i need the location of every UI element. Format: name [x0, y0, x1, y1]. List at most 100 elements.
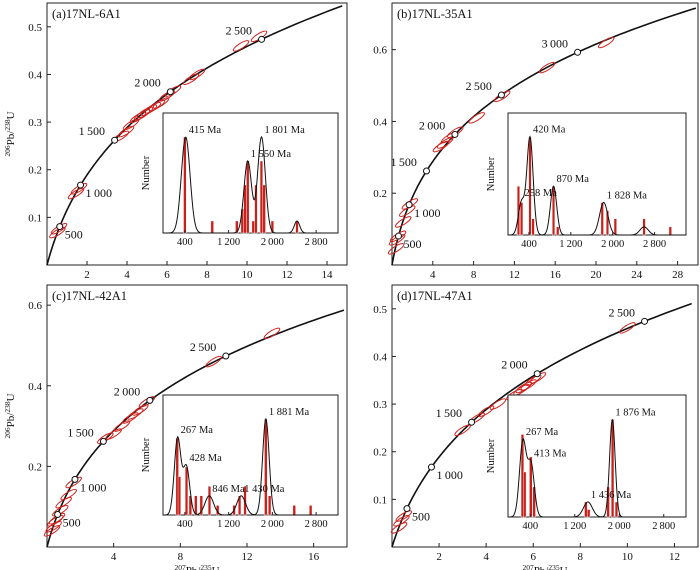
panel-a: 500 1 000 1 500 2 000 2 500 2 4 6 8 10 12 14 0.1 0.2 0… [3, 2, 348, 281]
panel-title: (c)17NL-42A1 [52, 289, 127, 303]
age-marker [641, 317, 649, 325]
x-tick-label: 14 [322, 269, 334, 281]
age-label: 1 500 [79, 124, 105, 138]
histogram-bar [295, 220, 299, 234]
x-tick-label: 4 [111, 551, 117, 563]
histogram-bar [587, 509, 591, 518]
age-label: 1 000 [436, 468, 462, 482]
inset-x-tick-label: 1 200 [217, 237, 240, 248]
analysis-ellipse [47, 515, 64, 527]
analysis-ellipse [60, 488, 77, 501]
peak-age-label: 420 Ma [533, 125, 566, 136]
age-marker [533, 370, 541, 378]
histogram-bar [520, 202, 524, 236]
histogram-bar [531, 218, 535, 236]
age-marker [405, 201, 413, 209]
analysis-ellipse [454, 424, 471, 437]
x-tick-label: 16 [550, 269, 562, 281]
age-marker [166, 88, 174, 96]
histogram-bar [184, 466, 189, 516]
x-tick-label: 4 [430, 269, 436, 281]
y-axis-label: 206Pb/238U [3, 111, 18, 156]
analysis-ellipse [394, 216, 412, 228]
histogram-bar [177, 476, 181, 516]
peak-age-label: 415 Ma [189, 125, 222, 136]
peak-age-label: 1 876 Ma [615, 407, 656, 418]
inset-x-tick-label: 2 800 [643, 239, 666, 250]
histogram-bar [183, 136, 187, 234]
inset-x-tick-label: 2 000 [261, 237, 284, 248]
y-tick-label: 0.2 [28, 461, 42, 473]
y-tick-label: 0.4 [28, 381, 42, 393]
age-marker [77, 181, 85, 189]
histogram-bar [210, 220, 214, 234]
age-label: 2 000 [114, 384, 140, 398]
y-axis-label: 206Pb/238U [3, 393, 18, 438]
x-tick-label: 24 [631, 269, 643, 281]
analysis-ellipse [619, 322, 636, 334]
age-marker [451, 130, 459, 138]
inset-x-tick-label: 2 000 [601, 239, 624, 250]
age-marker [574, 48, 582, 56]
inset-y-label: Number [486, 156, 497, 191]
inset-x-tick-label: 400 [522, 521, 538, 532]
inset-y-label: Number [486, 438, 497, 473]
panel-b: 500 1 000 1 500 2 000 2 500 3 000 4 8 12 16 20 24 28… [373, 2, 699, 281]
panel-d: 500 1 000 1 500 2 000 2 500 2 4 6 8 10 12 0.1 0.2 0.3… [373, 284, 699, 570]
age-label: 1 500 [436, 406, 462, 420]
x-tick-label: 4 [124, 269, 130, 281]
analysis-ellipse [387, 243, 405, 255]
age-label: 2 000 [134, 76, 160, 90]
probability-density-curve [162, 417, 338, 516]
y-axis-label-text: 206Pb/238U [3, 393, 18, 438]
age-marker [497, 91, 505, 99]
age-marker [99, 437, 107, 445]
y-tick-label: 0.2 [28, 165, 42, 177]
x-tick-label: 8 [204, 269, 210, 281]
histogram-bar [251, 220, 255, 234]
inset-x-tick-label: 400 [177, 519, 193, 530]
probability-density-curve [507, 135, 686, 236]
analysis-ellipse [97, 432, 114, 444]
y-tick-label: 0.2 [373, 188, 387, 200]
inset-x-tick-label: 400 [177, 237, 193, 248]
analysis-ellipse [205, 355, 222, 368]
x-tick-label: 4 [483, 551, 489, 563]
age-label: 2 500 [226, 23, 252, 37]
age-label: 2 000 [419, 118, 445, 132]
inset-x-tick-label: 1 200 [559, 239, 582, 250]
peak-age-label: 1 430 Ma [244, 484, 285, 495]
age-marker [468, 418, 476, 426]
y-tick-label: 0.4 [28, 69, 42, 81]
peak-age-label: 1 436 Ma [591, 490, 632, 501]
histogram-bar [254, 184, 258, 234]
y-tick-label: 0.1 [373, 494, 387, 506]
x-tick-label: 12 [242, 551, 253, 563]
inset-histogram: 400 1 200 2 000 2 800 Number 415 Ma 1 550 Ma 1 … [141, 112, 339, 248]
age-label: 500 [403, 237, 421, 251]
concordia-curve [391, 7, 697, 266]
y-tick-label: 0.4 [373, 116, 387, 128]
x-tick-label: 2 [84, 269, 90, 281]
inset-x-tick-label: 400 [521, 239, 537, 250]
analysis-ellipse [45, 521, 62, 533]
histogram-bar [194, 495, 198, 516]
peak-age-label: 1 828 Ma [607, 190, 648, 201]
y-axis-label-text: 206Pb/238U [3, 111, 18, 156]
y-tick-label: 0.3 [28, 117, 42, 129]
analysis-ellipse [232, 40, 250, 52]
histogram-bar [235, 220, 239, 234]
y-tick-label: 0.3 [373, 399, 387, 411]
x-tick-label: 12 [509, 269, 520, 281]
histogram-bar [199, 495, 203, 516]
y-tick-label: 0.5 [373, 304, 387, 316]
probability-density-curve [163, 135, 338, 234]
peak-age-label: 1 550 Ma [251, 149, 292, 160]
x-axis-label: 207Pb/235U [522, 563, 567, 570]
analysis-ellipse [395, 510, 413, 522]
age-marker [111, 136, 119, 144]
histogram-bar [264, 418, 268, 516]
histogram-bar [600, 202, 604, 236]
inset-x-tick-label: 1 200 [563, 521, 586, 532]
inset-histogram: 400 1 200 2 000 2 800 Number 267 Ma 428 Ma 846 … [141, 394, 339, 530]
